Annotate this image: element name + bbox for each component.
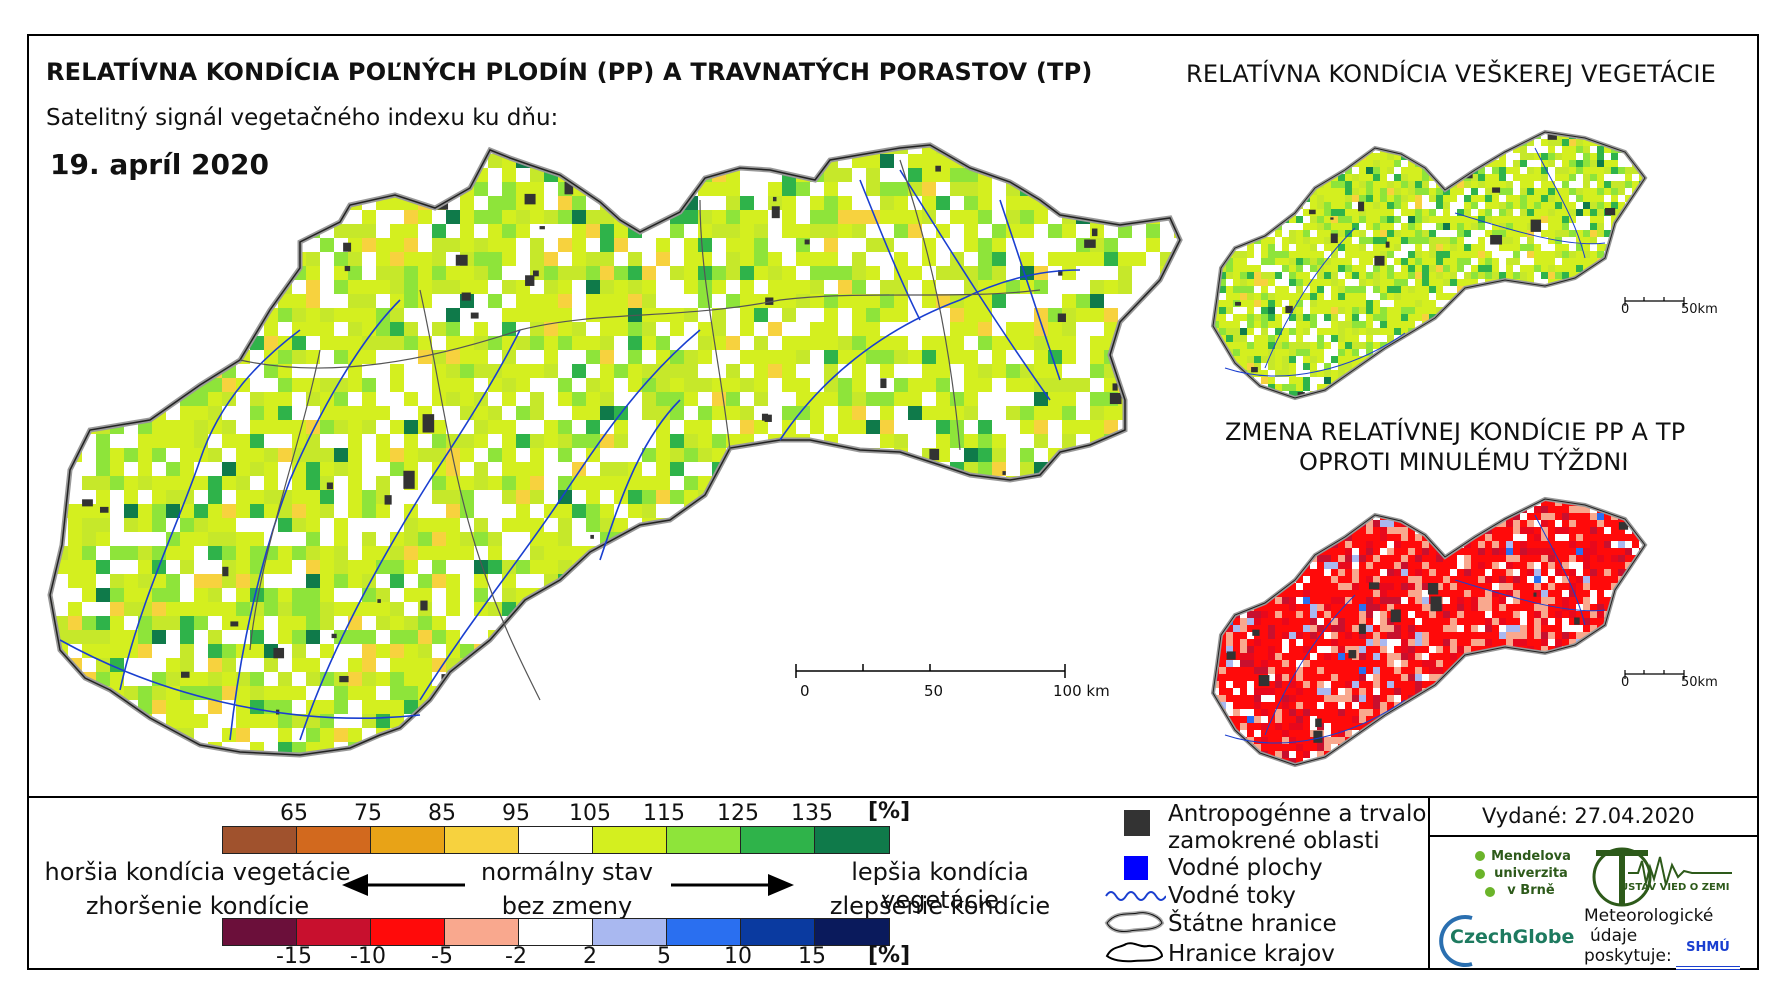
legend-anthropogenic-2: zamokrené oblasti bbox=[1168, 828, 1380, 854]
color-swatch bbox=[371, 827, 445, 853]
small1-scale-label-0: 0 bbox=[1621, 302, 1630, 317]
left-arrow-icon bbox=[342, 874, 465, 896]
worse-label-2: zhoršenie kondície bbox=[85, 892, 310, 920]
small-map-vegetation bbox=[1211, 130, 1647, 400]
change-labels: -15 -10 -5 -2 2 5 10 15 bbox=[264, 944, 864, 974]
change-label: 2 bbox=[583, 944, 597, 969]
normal-label-2: bez zmeny bbox=[501, 892, 633, 920]
legend-logo-separator bbox=[1428, 796, 1430, 970]
color-swatch bbox=[741, 827, 815, 853]
legend-issued-separator bbox=[1430, 835, 1759, 837]
color-swatch bbox=[445, 827, 519, 853]
small-map-change-pixels bbox=[1213, 499, 1645, 765]
state-border-icon bbox=[1104, 910, 1165, 934]
change-label: 15 bbox=[798, 944, 826, 969]
condition-label: 105 bbox=[569, 801, 611, 826]
legend-region-border: Hranice krajov bbox=[1168, 941, 1335, 967]
color-swatch bbox=[593, 919, 667, 945]
worse-label-1: horšia kondícia vegetácie bbox=[44, 858, 351, 886]
condition-label: 65 bbox=[280, 801, 308, 826]
color-swatch bbox=[223, 919, 297, 945]
condition-unit: [%] bbox=[868, 799, 911, 824]
color-swatch bbox=[519, 827, 593, 853]
change-unit: [%] bbox=[868, 943, 911, 968]
czechglobe-arc-icon bbox=[1439, 915, 1473, 967]
legend-anthropogenic-1: Antropogénne a trvalo bbox=[1168, 801, 1427, 827]
main-title: RELATÍVNA KONDÍCIA POĽNÝCH PLODÍN (PP) A… bbox=[46, 58, 1093, 86]
change-label: -10 bbox=[350, 944, 386, 969]
normal-label-1: normálny stav bbox=[481, 858, 653, 886]
main-map bbox=[0, 0, 1772, 800]
legend-separator bbox=[27, 796, 1759, 798]
change-label: 5 bbox=[657, 944, 671, 969]
main-scale-bar bbox=[795, 664, 1066, 678]
region-border-icon bbox=[1105, 942, 1164, 963]
institute-name: ÚSTAV VIED O ZEMI bbox=[1620, 882, 1730, 893]
small-map-change bbox=[1211, 497, 1647, 767]
color-swatch bbox=[371, 919, 445, 945]
color-swatch bbox=[667, 827, 741, 853]
small1-scale-bar bbox=[1624, 297, 1685, 306]
color-swatch bbox=[297, 919, 371, 945]
change-label: -2 bbox=[505, 944, 527, 969]
color-swatch bbox=[815, 827, 889, 853]
condition-label: 85 bbox=[428, 801, 456, 826]
mendel-logo: Mendelova univerzita v Brně bbox=[1470, 848, 1574, 910]
color-swatch bbox=[741, 919, 815, 945]
shmu-name: SHMÚ bbox=[1686, 940, 1730, 955]
meteo-label-3: poskytuje: bbox=[1584, 946, 1672, 966]
small2-scale-bar bbox=[1624, 670, 1685, 679]
meteo-label-2: údaje bbox=[1590, 926, 1638, 946]
change-label: -5 bbox=[431, 944, 453, 969]
legend-water-bodies: Vodné plochy bbox=[1168, 855, 1323, 881]
condition-color-scale bbox=[222, 826, 890, 854]
institute-logo bbox=[1592, 847, 1732, 907]
mendel-name-1: Mendelova bbox=[1491, 849, 1571, 864]
main-scale-label-0: 0 bbox=[800, 682, 810, 700]
condition-label: 75 bbox=[354, 801, 382, 826]
meteo-label-1: Meteorologické bbox=[1584, 906, 1714, 926]
side-bottom-title-1: ZMENA RELATÍVNEJ KONDÍCIE PP A TP bbox=[1225, 418, 1686, 446]
date-label: 19. apríl 2020 bbox=[50, 148, 269, 181]
color-swatch bbox=[519, 919, 593, 945]
subtitle: Satelitný signál vegetačného indexu ku d… bbox=[46, 105, 559, 131]
small2-scale-label-50: 50km bbox=[1681, 675, 1718, 690]
better-label-2: zlepšenie kondície bbox=[829, 892, 1051, 920]
condition-labels: 65 75 85 95 105 115 125 135 bbox=[264, 801, 864, 831]
color-swatch bbox=[815, 919, 889, 945]
legend-rivers: Vodné toky bbox=[1168, 883, 1296, 909]
condition-label: 125 bbox=[717, 801, 759, 826]
dark-square-icon bbox=[1124, 810, 1150, 836]
issued-date: Vydané: 27.04.2020 bbox=[1482, 804, 1695, 828]
small1-scale-label-50: 50km bbox=[1681, 302, 1718, 317]
side-bottom-title-2: OPROTI MINULÉMU TÝŽDNI bbox=[1299, 448, 1629, 476]
shmu-logo: SHMÚ bbox=[1676, 940, 1740, 970]
color-swatch bbox=[297, 827, 371, 853]
change-color-scale bbox=[222, 918, 890, 946]
condition-label: 95 bbox=[502, 801, 530, 826]
condition-label: 135 bbox=[791, 801, 833, 826]
side-top-title: RELATÍVNA KONDÍCIA VEŠKEREJ VEGETÁCIE bbox=[1186, 60, 1716, 88]
small2-scale-label-0: 0 bbox=[1621, 675, 1630, 690]
river-line-icon bbox=[1105, 891, 1166, 901]
mendel-name-3: v Brně bbox=[1507, 883, 1555, 898]
mendel-name-2: univerzita bbox=[1494, 866, 1568, 881]
color-swatch bbox=[445, 919, 519, 945]
blue-square-icon bbox=[1124, 856, 1148, 880]
color-swatch bbox=[223, 827, 297, 853]
mendel-dots-icon bbox=[1475, 851, 1495, 897]
change-label: -15 bbox=[276, 944, 312, 969]
change-label: 10 bbox=[724, 944, 752, 969]
main-scale-label-100: 100 km bbox=[1053, 682, 1110, 700]
color-swatch bbox=[667, 919, 741, 945]
condition-label: 115 bbox=[643, 801, 685, 826]
legend-state-border: Štátne hranice bbox=[1168, 911, 1337, 937]
czechglobe-name: CzechGlobe bbox=[1450, 926, 1575, 948]
main-scale-label-50: 50 bbox=[924, 682, 944, 700]
color-swatch bbox=[593, 827, 667, 853]
better-label-1: lepšia kondícia vegetácie bbox=[851, 858, 1029, 914]
right-arrow-icon bbox=[671, 874, 794, 896]
main-region-borders bbox=[239, 159, 1041, 701]
